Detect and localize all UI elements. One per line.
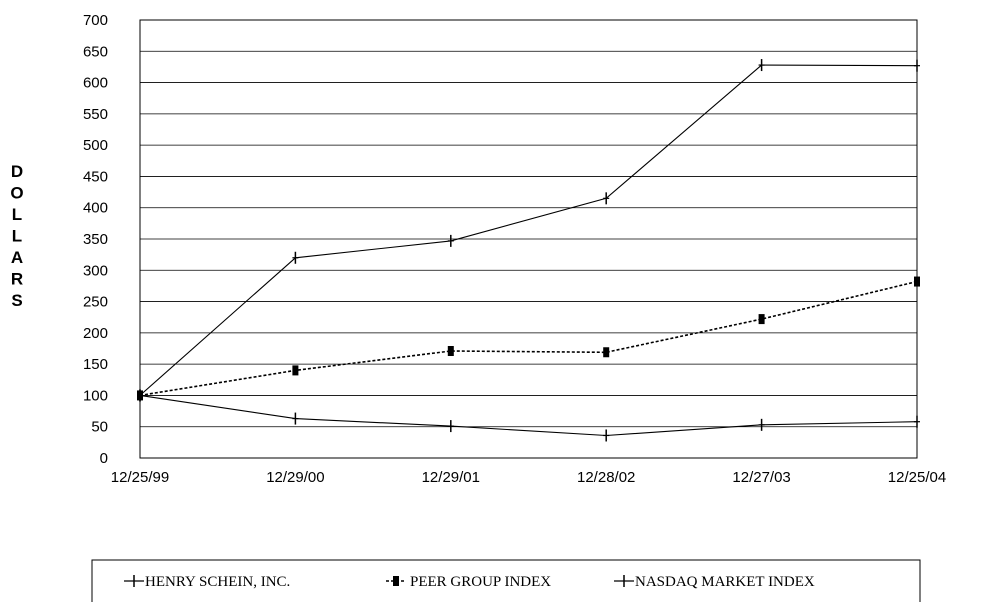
series-marker-1 [603,347,610,358]
legend-label-peer-group: PEER GROUP INDEX [410,574,551,590]
y-tick-label: 450 [83,168,108,185]
y-axis-ticks: 0 50 100 150 200 250 300 350 400 450 500 550 600 650 7… [83,12,108,467]
series-marker-2 [603,429,610,442]
y-axis-label-letter: S [11,291,22,310]
y-axis-label-letter: L [12,227,22,246]
series-marker-1 [447,346,454,357]
series-marker-0 [447,234,454,247]
legend-item-henry-schein: HENRY SCHEIN, INC. [124,574,290,590]
y-tick-label: 300 [83,262,108,279]
y-tick-label: 700 [83,12,108,29]
y-tick-label: 400 [83,200,108,217]
series-marker-2 [292,412,299,425]
plot-area [139,19,918,459]
series-marker-2 [758,418,765,431]
series-line-1 [139,280,918,397]
y-tick-label: 50 [91,419,108,436]
y-tick-label: 100 [83,387,108,404]
series-markers [137,59,920,442]
legend-item-peer-group: PEER GROUP INDEX [386,574,551,590]
x-tick-label: 12/29/01 [422,469,480,486]
y-tick-label: 650 [83,43,108,60]
series-marker-0 [292,251,299,264]
gridlines [140,50,917,428]
x-tick-label: 12/29/00 [266,469,324,486]
legend-item-nasdaq: NASDAQ MARKET INDEX [614,574,815,590]
y-axis-label-letter: A [11,248,23,267]
series-marker-0 [914,59,920,72]
x-tick-label: 12/27/03 [732,469,790,486]
y-tick-label: 150 [83,356,108,373]
y-axis-label-letter: R [11,270,23,289]
y-tick-label: 500 [83,137,108,154]
legend-label-henry-schein: HENRY SCHEIN, INC. [145,574,290,590]
y-axis-label-letter: O [10,184,23,203]
y-tick-label: 0 [100,450,108,467]
x-axis-ticks: 12/25/99 12/29/00 12/29/01 12/28/02 12/27/03… [111,469,946,486]
legend-box [91,559,921,602]
series-marker-1 [292,365,299,376]
y-tick-label: 350 [83,231,108,248]
x-tick-label: 12/25/99 [111,469,169,486]
legend-marker-peer-group [393,576,399,586]
x-tick-label: 12/25/04 [888,469,946,486]
series-marker-2 [137,389,143,402]
series-lines [139,64,918,437]
series-marker-0 [603,192,610,205]
y-axis-label-letter: L [12,205,22,224]
series-marker-2 [914,415,920,428]
series-marker-0 [758,59,765,72]
series-line-2 [139,394,918,437]
series-marker-1 [914,276,920,287]
series-marker-1 [758,314,765,325]
legend: HENRY SCHEIN, INC. PEER GROUP INDEX NASD… [91,559,921,602]
y-tick-label: 250 [83,294,108,311]
y-tick-label: 550 [83,106,108,123]
legend-label-nasdaq: NASDAQ MARKET INDEX [635,574,815,590]
x-tick-label: 12/28/02 [577,469,635,486]
y-axis-label-letter: D [11,162,23,181]
series-line-0 [139,64,918,396]
y-tick-label: 600 [83,75,108,92]
y-tick-label: 200 [83,325,108,342]
series-marker-2 [447,420,454,433]
